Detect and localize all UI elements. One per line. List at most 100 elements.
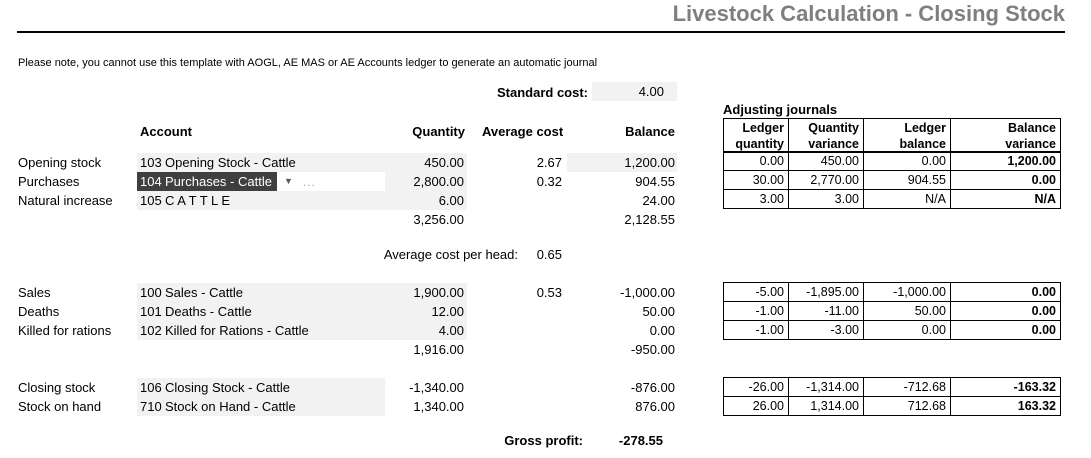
balance-cell: 904.55 bbox=[635, 174, 675, 189]
adjusting-journal-row: -1.00 -3.00 0.00 0.00 bbox=[723, 320, 1061, 340]
gross-profit-value: -278.55 bbox=[618, 433, 663, 448]
balance-variance-cell: 163.32 bbox=[950, 396, 1061, 416]
balance-variance-cell: 1,200.00 bbox=[950, 151, 1061, 171]
balance-cell: 50.00 bbox=[642, 304, 675, 319]
account-name: Opening Stock - Cattle bbox=[165, 155, 296, 170]
account-cell-selected[interactable]: 104 Purchases - Cattle ▼... bbox=[137, 172, 385, 191]
quantity-variance-cell: -1,314.00 bbox=[788, 377, 864, 397]
average-cost-per-head-value: 0.65 bbox=[536, 247, 562, 262]
quantity-cell[interactable]: 6.00 bbox=[385, 191, 467, 210]
adjusting-journal-row: -5.00 -1,895.00 -1,000.00 0.00 bbox=[723, 282, 1061, 302]
ledger-balance-cell: 712.68 bbox=[863, 396, 951, 416]
quantity-cell[interactable]: 2,800.00 bbox=[385, 172, 467, 191]
account-code: 103 bbox=[140, 155, 162, 170]
quantity-variance-cell: 2,770.00 bbox=[788, 170, 864, 190]
ledger-balance-cell: 0.00 bbox=[863, 151, 951, 171]
balance-variance-cell: 0.00 bbox=[950, 170, 1061, 190]
ledger-quantity-cell: 0.00 bbox=[723, 151, 789, 171]
account-code: 106 bbox=[140, 380, 162, 395]
account-name: Killed for Rations - Cattle bbox=[165, 323, 309, 338]
adjusting-journal-row: 30.00 2,770.00 904.55 0.00 bbox=[723, 170, 1061, 190]
ledger-quantity-cell: -1.00 bbox=[723, 301, 789, 321]
quantity-cell[interactable]: 1,900.00 bbox=[385, 283, 467, 302]
adjusting-journal-row: 0.00 450.00 0.00 1,200.00 bbox=[723, 151, 1061, 171]
balance-variance-cell: 0.00 bbox=[950, 282, 1061, 302]
account-code: 104 bbox=[140, 174, 162, 189]
account-cell[interactable]: 102 Killed for Rations - Cattle bbox=[137, 321, 385, 340]
average-cost-cell: 0.32 bbox=[536, 174, 562, 189]
account-name: Purchases - Cattle bbox=[165, 174, 272, 189]
standard-cost-cell[interactable]: 4.00 bbox=[592, 82, 677, 101]
account-cell[interactable]: 103 Opening Stock - Cattle bbox=[137, 153, 385, 172]
adjusting-journal-block: 0.00 450.00 0.00 1,200.00 30.00 2,770.00 904.5… bbox=[723, 151, 1061, 209]
quantity-cell: 1,340.00 bbox=[413, 399, 464, 414]
ledger-balance-cell: 904.55 bbox=[863, 170, 951, 190]
quantity-variance-cell: -3.00 bbox=[788, 320, 864, 340]
ledger-balance-cell: 0.00 bbox=[863, 320, 951, 340]
balance-variance-cell: -163.32 bbox=[950, 377, 1061, 397]
ledger-quantity-cell: 26.00 bbox=[723, 396, 789, 416]
total-quantity: 1,916.00 bbox=[413, 342, 464, 357]
column-header-account: Account bbox=[140, 124, 192, 139]
account-cell[interactable]: 710 Stock on Hand - Cattle bbox=[137, 397, 385, 416]
adjusting-journal-block: -5.00 -1,895.00 -1,000.00 0.00 -1.00 -11.00 50… bbox=[723, 282, 1061, 340]
account-cell[interactable]: 106 Closing Stock - Cattle bbox=[137, 378, 385, 397]
ledger-balance-cell: -712.68 bbox=[863, 377, 951, 397]
quantity-cell[interactable]: 12.00 bbox=[385, 302, 467, 321]
account-code: 102 bbox=[140, 323, 162, 338]
page-title: Livestock Calculation - Closing Stock bbox=[672, 1, 1065, 26]
row-label: Closing stock bbox=[18, 380, 96, 395]
quantity-cell[interactable]: 4.00 bbox=[385, 321, 467, 340]
standard-cost-label: Standard cost: bbox=[496, 85, 588, 100]
average-cost-cell: 2.67 bbox=[536, 155, 562, 170]
adjusting-journals-header: Ledger quantity Quantity variance Ledger… bbox=[723, 118, 1061, 153]
row-label: Purchases bbox=[18, 174, 80, 189]
row-label: Natural increase bbox=[18, 193, 113, 208]
balance-variance-cell: 0.00 bbox=[950, 320, 1061, 340]
column-header-quantity: Quantity bbox=[412, 124, 465, 139]
account-code: 101 bbox=[140, 304, 162, 319]
ledger-balance-cell: N/A bbox=[863, 189, 951, 209]
column-header-average-cost: Average cost bbox=[482, 124, 564, 139]
ledger-quantity-cell: -26.00 bbox=[723, 377, 789, 397]
aj-header-ledger-balance: Ledger balance bbox=[863, 118, 951, 153]
account-name: Stock on Hand - Cattle bbox=[165, 399, 296, 414]
account-name: Sales - Cattle bbox=[165, 285, 244, 300]
template-note: Please note, you cannot use this templat… bbox=[18, 57, 598, 69]
adjusting-journal-row: 3.00 3.00 N/A N/A bbox=[723, 189, 1061, 209]
account-code: 105 bbox=[140, 193, 162, 208]
quantity-cell: -1,340.00 bbox=[409, 380, 464, 395]
gross-profit-label: Gross profit: bbox=[504, 433, 583, 448]
ledger-quantity-cell: 3.00 bbox=[723, 189, 789, 209]
adjusting-journals-title: Adjusting journals bbox=[723, 102, 838, 117]
more-indicator: ... bbox=[302, 175, 316, 189]
title-divider bbox=[17, 31, 1065, 33]
balance-cell: 0.00 bbox=[649, 323, 675, 338]
adjusting-journal-block: -26.00 -1,314.00 -712.68 -163.32 26.00 1,314.… bbox=[723, 377, 1061, 416]
account-cell[interactable]: 105 C A T T L E bbox=[137, 191, 385, 210]
total-balance: 2,128.55 bbox=[624, 212, 675, 227]
account-name: Deaths - Cattle bbox=[165, 304, 252, 319]
aj-header-balance-variance: Balance variance bbox=[950, 118, 1061, 153]
account-name: C A T T L E bbox=[165, 193, 231, 208]
balance-variance-cell: 0.00 bbox=[950, 301, 1061, 321]
row-label: Sales bbox=[18, 285, 51, 300]
quantity-cell[interactable]: 450.00 bbox=[385, 153, 467, 172]
adjusting-journal-row: -1.00 -11.00 50.00 0.00 bbox=[723, 301, 1061, 321]
aj-header-quantity-variance: Quantity variance bbox=[788, 118, 864, 153]
balance-variance-cell: N/A bbox=[950, 189, 1061, 209]
adjusting-journal-row: 26.00 1,314.00 712.68 163.32 bbox=[723, 396, 1061, 416]
row-label: Killed for rations bbox=[18, 323, 112, 338]
row-label: Deaths bbox=[18, 304, 60, 319]
selected-cell-highlight[interactable]: 104 Purchases - Cattle bbox=[137, 172, 277, 191]
account-cell[interactable]: 100 Sales - Cattle bbox=[137, 283, 385, 302]
ledger-balance-cell: -1,000.00 bbox=[863, 282, 951, 302]
balance-cell[interactable]: 1,200.00 bbox=[567, 153, 677, 172]
account-cell[interactable]: 101 Deaths - Cattle bbox=[137, 302, 385, 321]
total-balance: -950.00 bbox=[630, 342, 675, 357]
ledger-quantity-cell: 30.00 bbox=[723, 170, 789, 190]
dropdown-arrow-icon[interactable]: ▼ bbox=[283, 176, 293, 186]
balance-cell: 24.00 bbox=[642, 193, 675, 208]
balance-cell: 876.00 bbox=[635, 399, 675, 414]
